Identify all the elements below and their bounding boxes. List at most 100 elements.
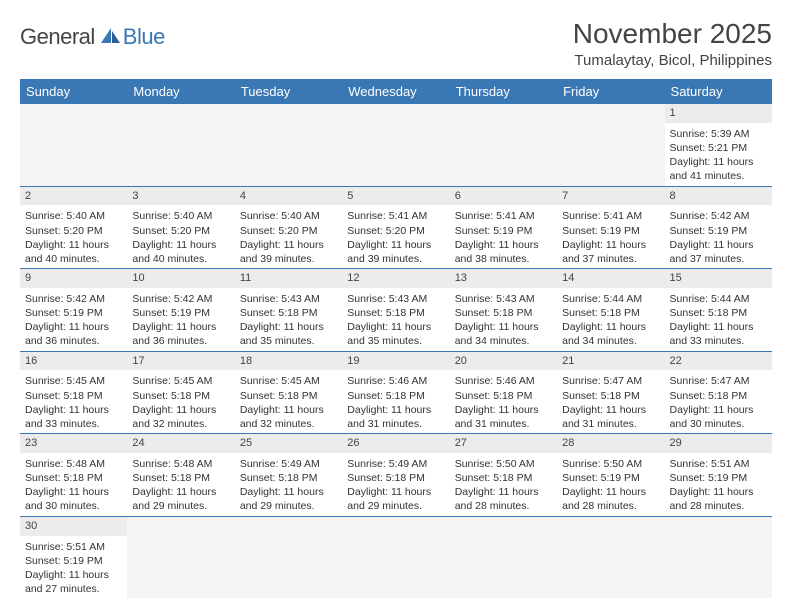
day-number: 19 [342,352,449,371]
day-body: Sunrise: 5:46 AMSunset: 5:18 PMDaylight:… [450,370,557,433]
day-daylight: Daylight: 11 hours and 33 minutes. [670,320,767,348]
day-daylight: Daylight: 11 hours and 38 minutes. [455,238,552,266]
calendar-cell: 4Sunrise: 5:40 AMSunset: 5:20 PMDaylight… [235,186,342,269]
day-number: 15 [665,269,772,288]
day-sunrise: Sunrise: 5:49 AM [347,457,444,471]
day-body: Sunrise: 5:39 AMSunset: 5:21 PMDaylight:… [665,123,772,186]
day-number: 9 [20,269,127,288]
day-sunset: Sunset: 5:18 PM [240,471,337,485]
day-daylight: Daylight: 11 hours and 29 minutes. [240,485,337,513]
day-body: Sunrise: 5:44 AMSunset: 5:18 PMDaylight:… [557,288,664,351]
day-daylight: Daylight: 11 hours and 32 minutes. [132,403,229,431]
calendar-cell: 1Sunrise: 5:39 AMSunset: 5:21 PMDaylight… [665,104,772,186]
page-title: November 2025 [573,18,772,50]
day-sunset: Sunset: 5:18 PM [240,389,337,403]
day-sunset: Sunset: 5:18 PM [347,389,444,403]
day-daylight: Daylight: 11 hours and 29 minutes. [347,485,444,513]
day-body: Sunrise: 5:43 AMSunset: 5:18 PMDaylight:… [450,288,557,351]
day-sunset: Sunset: 5:18 PM [25,389,122,403]
day-sunset: Sunset: 5:18 PM [132,471,229,485]
day-body: Sunrise: 5:47 AMSunset: 5:18 PMDaylight:… [665,370,772,433]
title-block: November 2025 Tumalaytay, Bicol, Philipp… [573,18,772,69]
calendar-cell: 26Sunrise: 5:49 AMSunset: 5:18 PMDayligh… [342,434,449,517]
day-daylight: Daylight: 11 hours and 35 minutes. [240,320,337,348]
calendar-cell [235,104,342,186]
calendar-row: 23Sunrise: 5:48 AMSunset: 5:18 PMDayligh… [20,434,772,517]
day-header: Wednesday [342,79,449,104]
day-sunrise: Sunrise: 5:44 AM [562,292,659,306]
day-body: Sunrise: 5:49 AMSunset: 5:18 PMDaylight:… [235,453,342,516]
day-sunrise: Sunrise: 5:41 AM [347,209,444,223]
calendar-cell: 16Sunrise: 5:45 AMSunset: 5:18 PMDayligh… [20,351,127,434]
day-number: 4 [235,187,342,206]
day-number: 8 [665,187,772,206]
day-sunset: Sunset: 5:19 PM [455,224,552,238]
day-sunset: Sunset: 5:20 PM [347,224,444,238]
day-header: Monday [127,79,234,104]
day-sunrise: Sunrise: 5:42 AM [25,292,122,306]
day-body: Sunrise: 5:40 AMSunset: 5:20 PMDaylight:… [20,205,127,268]
day-sunrise: Sunrise: 5:42 AM [132,292,229,306]
day-sunrise: Sunrise: 5:47 AM [670,374,767,388]
day-number: 5 [342,187,449,206]
calendar-cell: 13Sunrise: 5:43 AMSunset: 5:18 PMDayligh… [450,269,557,352]
day-daylight: Daylight: 11 hours and 37 minutes. [670,238,767,266]
day-sunset: Sunset: 5:18 PM [455,471,552,485]
calendar-cell [665,516,772,598]
day-number: 20 [450,352,557,371]
calendar-table: Sunday Monday Tuesday Wednesday Thursday… [20,79,772,598]
day-sunrise: Sunrise: 5:47 AM [562,374,659,388]
day-daylight: Daylight: 11 hours and 32 minutes. [240,403,337,431]
day-daylight: Daylight: 11 hours and 36 minutes. [25,320,122,348]
day-body: Sunrise: 5:41 AMSunset: 5:19 PMDaylight:… [450,205,557,268]
day-sunset: Sunset: 5:19 PM [25,306,122,320]
calendar-cell [20,104,127,186]
day-body: Sunrise: 5:48 AMSunset: 5:18 PMDaylight:… [20,453,127,516]
calendar-cell: 12Sunrise: 5:43 AMSunset: 5:18 PMDayligh… [342,269,449,352]
day-body: Sunrise: 5:50 AMSunset: 5:19 PMDaylight:… [557,453,664,516]
brand-text-blue: Blue [123,24,165,50]
day-header: Friday [557,79,664,104]
day-body: Sunrise: 5:40 AMSunset: 5:20 PMDaylight:… [235,205,342,268]
day-sunrise: Sunrise: 5:39 AM [670,127,767,141]
day-sunrise: Sunrise: 5:44 AM [670,292,767,306]
day-sunset: Sunset: 5:18 PM [455,306,552,320]
calendar-cell: 15Sunrise: 5:44 AMSunset: 5:18 PMDayligh… [665,269,772,352]
calendar-row: 9Sunrise: 5:42 AMSunset: 5:19 PMDaylight… [20,269,772,352]
day-number: 22 [665,352,772,371]
calendar-cell [342,104,449,186]
day-sunset: Sunset: 5:18 PM [562,306,659,320]
day-header: Saturday [665,79,772,104]
day-sunset: Sunset: 5:20 PM [25,224,122,238]
day-number: 1 [665,104,772,123]
calendar-row: 2Sunrise: 5:40 AMSunset: 5:20 PMDaylight… [20,186,772,269]
day-number: 2 [20,187,127,206]
calendar-row: 1Sunrise: 5:39 AMSunset: 5:21 PMDaylight… [20,104,772,186]
calendar-cell: 6Sunrise: 5:41 AMSunset: 5:19 PMDaylight… [450,186,557,269]
day-number: 6 [450,187,557,206]
day-header: Sunday [20,79,127,104]
day-sunrise: Sunrise: 5:41 AM [562,209,659,223]
day-body: Sunrise: 5:51 AMSunset: 5:19 PMDaylight:… [20,536,127,599]
day-sunset: Sunset: 5:19 PM [670,471,767,485]
day-sunrise: Sunrise: 5:42 AM [670,209,767,223]
day-daylight: Daylight: 11 hours and 29 minutes. [132,485,229,513]
calendar-cell: 2Sunrise: 5:40 AMSunset: 5:20 PMDaylight… [20,186,127,269]
day-sunset: Sunset: 5:18 PM [347,471,444,485]
day-daylight: Daylight: 11 hours and 36 minutes. [132,320,229,348]
day-sunrise: Sunrise: 5:40 AM [240,209,337,223]
calendar-cell: 23Sunrise: 5:48 AMSunset: 5:18 PMDayligh… [20,434,127,517]
calendar-cell: 18Sunrise: 5:45 AMSunset: 5:18 PMDayligh… [235,351,342,434]
day-sunset: Sunset: 5:18 PM [240,306,337,320]
day-number: 17 [127,352,234,371]
day-body: Sunrise: 5:45 AMSunset: 5:18 PMDaylight:… [235,370,342,433]
day-sunrise: Sunrise: 5:46 AM [455,374,552,388]
day-number: 27 [450,434,557,453]
day-number: 10 [127,269,234,288]
calendar-cell: 20Sunrise: 5:46 AMSunset: 5:18 PMDayligh… [450,351,557,434]
calendar-cell: 30Sunrise: 5:51 AMSunset: 5:19 PMDayligh… [20,516,127,598]
day-sunrise: Sunrise: 5:51 AM [670,457,767,471]
day-daylight: Daylight: 11 hours and 35 minutes. [347,320,444,348]
day-sunset: Sunset: 5:18 PM [132,389,229,403]
day-sunset: Sunset: 5:19 PM [25,554,122,568]
